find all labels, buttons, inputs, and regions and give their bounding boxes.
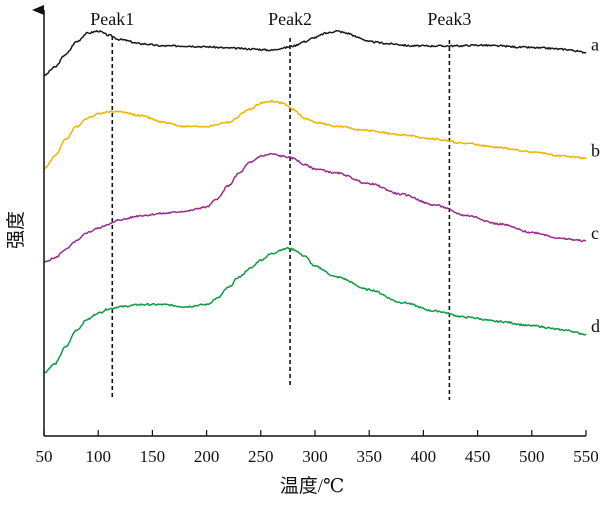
x-tick-label: 250 bbox=[248, 447, 274, 466]
series-label-d: d bbox=[591, 316, 600, 336]
series-line-b bbox=[43, 99, 587, 171]
x-tick-label: 350 bbox=[356, 447, 382, 466]
series-label-b: b bbox=[591, 140, 600, 160]
series-line-c bbox=[43, 152, 587, 263]
peak-marker-group: Peak1 Peak2 Peak3 bbox=[90, 9, 471, 400]
x-tick-label: 200 bbox=[194, 447, 220, 466]
x-tick-label: 500 bbox=[519, 447, 545, 466]
x-tick-label: 50 bbox=[36, 447, 53, 466]
x-tick-label: 400 bbox=[411, 447, 437, 466]
x-tick-label: 550 bbox=[573, 447, 599, 466]
peak-label: Peak3 bbox=[427, 9, 471, 29]
series-line-a bbox=[43, 29, 587, 77]
series-label-a: a bbox=[591, 34, 599, 54]
axes-group: 50 100 150 200 250 300 350 400 450 500 550 bbox=[32, 5, 599, 466]
x-tick-label: 150 bbox=[140, 447, 166, 466]
x-tick-label: 450 bbox=[465, 447, 491, 466]
x-axis-title: 温度/℃ bbox=[280, 475, 345, 497]
y-axis-title: 强度 bbox=[5, 211, 27, 249]
x-tick-label: 300 bbox=[302, 447, 328, 466]
peak-label: Peak2 bbox=[268, 9, 312, 29]
peak-label: Peak1 bbox=[90, 9, 134, 29]
series-label-c: c bbox=[591, 223, 599, 243]
series-group: a b c d bbox=[43, 29, 600, 374]
x-tick-label: 100 bbox=[85, 447, 111, 466]
series-line-d bbox=[43, 246, 587, 374]
